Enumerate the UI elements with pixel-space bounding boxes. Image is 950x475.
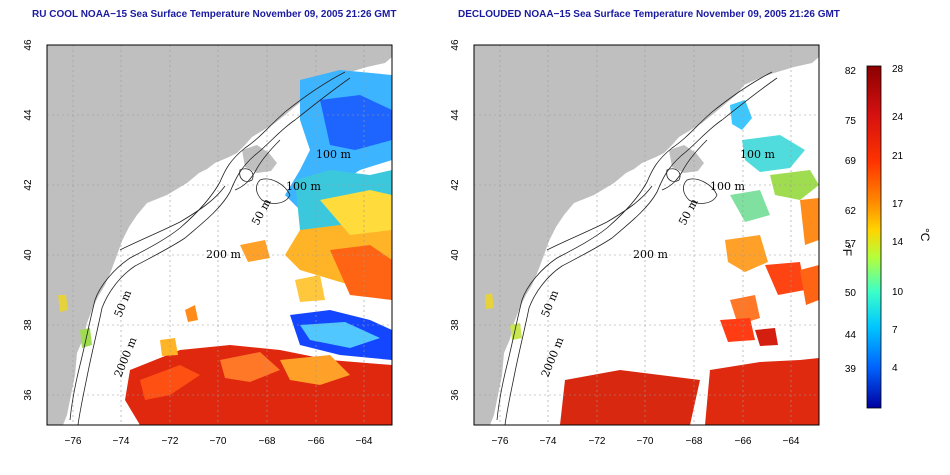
x-tick-label: −68 <box>686 436 703 447</box>
x-tick-label: −76 <box>65 436 82 447</box>
x-tick-label: −66 <box>308 436 325 447</box>
x-tick-label: −72 <box>589 436 606 447</box>
x-tick-label: −68 <box>259 436 276 447</box>
colorbar-fahrenheit-tick: 44 <box>845 330 857 341</box>
y-tick-label: 42 <box>450 179 461 191</box>
x-tick-label: −64 <box>783 436 800 447</box>
contour-label-200m: 200 m <box>206 248 241 261</box>
y-tick-label: 38 <box>23 319 34 331</box>
y-tick-label: 44 <box>450 109 461 121</box>
colorbar-celsius-tick: 14 <box>892 237 904 248</box>
y-tick-label: 38 <box>450 319 461 331</box>
sst-data-layer <box>485 100 819 425</box>
axis-labels: −76 −74 −72 −70 −68 −66 −64 36 38 40 42 44 46 −76 −74 −… <box>23 39 800 447</box>
colorbar-celsius-tick: 21 <box>892 151 904 162</box>
contour-label-100m: 100 m <box>740 148 775 161</box>
colorbar-gradient <box>866 65 882 409</box>
temperature-colorbar: 82 75 69 62 57 50 44 39 28 24 21 17 14 10 7 4 °F °C <box>840 64 932 409</box>
contour-label-100m: 100 m <box>316 148 351 161</box>
colorbar-celsius-tick: 7 <box>892 325 898 336</box>
sst-data-layer <box>58 70 392 425</box>
colorbar-celsius-tick: 4 <box>892 363 898 374</box>
unit-fahrenheit-label: °F <box>840 244 854 256</box>
lat-lon-grid <box>474 45 819 425</box>
colorbar-celsius-tick: 24 <box>892 112 904 123</box>
bathymetry-contours <box>496 71 778 425</box>
y-tick-label: 40 <box>23 249 34 261</box>
x-tick-label: −74 <box>113 436 130 447</box>
map-panel-right: 100 m 100 m 50 m 200 m 50 m 2000 m <box>473 44 820 426</box>
x-tick-label: −66 <box>735 436 752 447</box>
bathymetry-contours <box>69 71 351 425</box>
map-frame <box>473 44 820 426</box>
colorbar-celsius-tick: 28 <box>892 64 904 75</box>
colorbar-fahrenheit-tick: 75 <box>845 116 857 127</box>
x-tick-label: −76 <box>492 436 509 447</box>
colorbar-celsius-tick: 10 <box>892 287 904 298</box>
y-tick-label: 46 <box>450 39 461 51</box>
y-tick-label: 42 <box>23 179 34 191</box>
colorbar-fahrenheit-tick: 82 <box>845 66 857 77</box>
contour-label-200m: 200 m <box>633 248 668 261</box>
y-tick-label: 36 <box>450 389 461 401</box>
colorbar-fahrenheit-tick: 50 <box>845 288 857 299</box>
map-panel-left: 100 m 100 m 50 m 200 m 50 m 2000 m <box>46 44 393 426</box>
y-tick-label: 46 <box>23 39 34 51</box>
x-tick-label: −70 <box>210 436 227 447</box>
contour-label-100m: 100 m <box>710 180 745 193</box>
contour-label-100m: 100 m <box>286 180 321 193</box>
map-title-right: DECLOUDED NOAA−15 Sea Surface Temperatur… <box>458 9 840 20</box>
map-title-left: RU COOL NOAA−15 Sea Surface Temperature … <box>32 9 397 20</box>
colorbar-celsius-tick: 17 <box>892 199 904 210</box>
x-tick-label: −70 <box>637 436 654 447</box>
y-tick-label: 40 <box>450 249 461 261</box>
colorbar-fahrenheit-tick: 62 <box>845 206 857 217</box>
y-tick-label: 36 <box>23 389 34 401</box>
colorbar-fahrenheit-tick: 39 <box>845 364 857 375</box>
colorbar-fahrenheit-tick: 57 <box>845 239 857 250</box>
unit-celsius-label: °C <box>918 228 932 242</box>
colorbar-fahrenheit-tick: 69 <box>845 156 857 167</box>
x-tick-label: −74 <box>540 436 557 447</box>
y-tick-label: 44 <box>23 109 34 121</box>
map-frame <box>46 44 393 426</box>
x-tick-label: −64 <box>356 436 373 447</box>
x-tick-label: −72 <box>162 436 179 447</box>
